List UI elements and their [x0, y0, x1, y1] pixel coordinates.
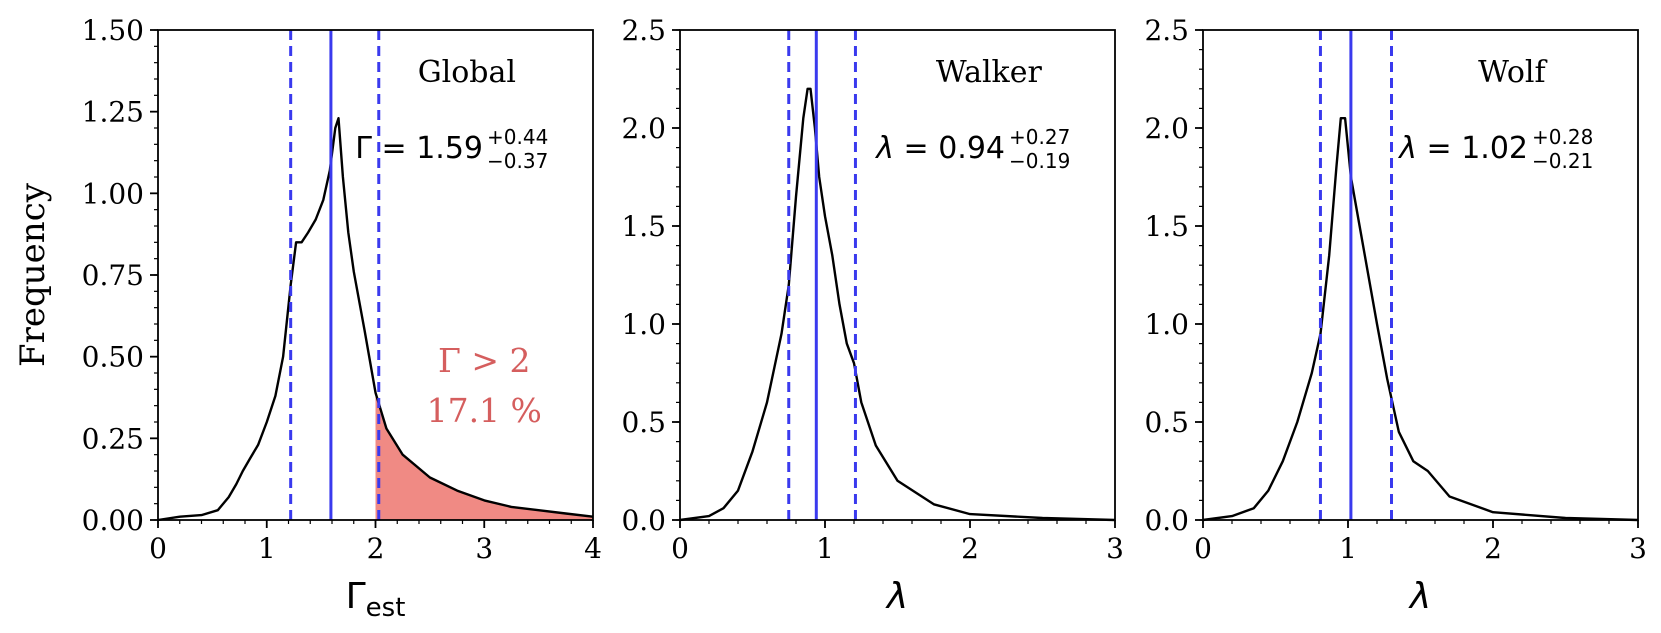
panel-title: Global: [418, 55, 516, 90]
y-tick-label: 2.0: [1144, 112, 1189, 145]
y-tick-label: 0.5: [621, 406, 666, 439]
y-tick-label: 0.0: [621, 504, 666, 537]
plot-frame: [679, 29, 1116, 521]
x-axis-symbol: λ: [885, 576, 908, 617]
estimate-main: λ = 1.02: [1397, 131, 1528, 166]
x-tick-label: 0: [149, 532, 167, 565]
panel-global: 0 1 2 3 4 0.00 0.25 0.50 0.75 1.00 1.25 1.50 Global Γ…: [13, 14, 602, 623]
x-axis-label: Γest: [346, 576, 406, 623]
y-tick-label: 0.0: [1144, 504, 1189, 537]
y-tick-label: 1.5: [621, 210, 666, 243]
estimate-main: λ = 0.94: [874, 131, 1005, 166]
y-tick-label: 1.5: [1144, 210, 1189, 243]
estimate-label: λ = 1.02 +0.28−0.21: [1397, 125, 1593, 173]
panel-wolf: 0 1 2 3 0.0 0.5 1.0 1.5 2.0 2.5 Wolf λ = 1.02 +0.28−…: [1144, 14, 1646, 617]
y-tick-label: 1.50: [82, 14, 144, 47]
estimate-minus: −0.21: [1532, 149, 1593, 173]
x-axis-label: λ: [885, 576, 908, 617]
x-tick-label: 3: [1629, 532, 1647, 565]
y-tick-label: 2.5: [1144, 14, 1189, 47]
estimate-symbol: λ: [1397, 131, 1417, 166]
panel-title: Walker: [936, 55, 1043, 90]
y-tick-label: 0.25: [82, 422, 144, 455]
x-tick-label: 1: [1339, 532, 1357, 565]
y-tick-label: 2.5: [621, 14, 666, 47]
estimate-main: Γ = 1.59: [355, 131, 483, 166]
estimate-value: 0.94: [938, 131, 1005, 166]
y-tick-label: 1.00: [82, 177, 144, 210]
panel-title: Wolf: [1478, 55, 1547, 90]
y-tick-label: 1.0: [1144, 308, 1189, 341]
y-tick-label: 0.75: [82, 259, 144, 292]
estimate-symbol: Γ: [355, 131, 372, 166]
y-tick-label: 0.5: [1144, 406, 1189, 439]
x-axis-subscript: est: [366, 593, 406, 623]
x-tick-label: 2: [1484, 532, 1502, 565]
estimate-plus: +0.44: [487, 125, 548, 149]
estimate-minus: −0.19: [1009, 149, 1070, 173]
estimate-plus: +0.28: [1532, 125, 1593, 149]
shaded-label-percent: 17.1 %: [427, 391, 542, 430]
x-axis-symbol: Γ: [346, 576, 366, 617]
estimate-value: 1.59: [416, 131, 483, 166]
shaded-tail-region: [375, 392, 593, 520]
x-tick-label: 2: [367, 532, 385, 565]
x-tick-label: 1: [258, 532, 276, 565]
x-tick-label: 4: [584, 532, 602, 565]
density-curve: [1202, 117, 1639, 522]
x-tick-label: 0: [1194, 532, 1212, 565]
estimate-plus: +0.27: [1009, 125, 1070, 149]
density-curve: [157, 117, 594, 522]
y-tick-label: 0.50: [82, 341, 144, 374]
x-tick-label: 3: [1106, 532, 1124, 565]
estimate-label: λ = 0.94 +0.27−0.19: [874, 125, 1070, 173]
shaded-label-condition: Γ > 2: [438, 341, 531, 380]
y-tick-label: 0.00: [82, 504, 144, 537]
estimate-symbol: λ: [874, 131, 894, 166]
estimate-minus: −0.37: [487, 149, 548, 173]
y-axis-label: Frequency: [13, 182, 53, 367]
estimate-label: Γ = 1.59 +0.44−0.37: [355, 125, 548, 173]
panel-walker: 0 1 2 3 0.0 0.5 1.0 1.5 2.0 2.5 Walker λ = 0.94 +0.2…: [621, 14, 1123, 617]
estimate-equals: =: [372, 131, 416, 166]
estimate-equals: =: [1417, 131, 1461, 166]
plot-frame: [1202, 29, 1639, 521]
x-tick-label: 3: [475, 532, 493, 565]
y-tick-label: 2.0: [621, 112, 666, 145]
x-tick-label: 1: [816, 532, 834, 565]
y-tick-label: 1.0: [621, 308, 666, 341]
x-tick-label: 2: [961, 532, 979, 565]
y-tick-label: 1.25: [82, 96, 144, 129]
estimate-value: 1.02: [1461, 131, 1528, 166]
x-axis-label: λ: [1408, 576, 1431, 617]
x-axis-symbol: λ: [1408, 576, 1431, 617]
estimate-equals: =: [894, 131, 938, 166]
x-tick-label: 0: [671, 532, 689, 565]
